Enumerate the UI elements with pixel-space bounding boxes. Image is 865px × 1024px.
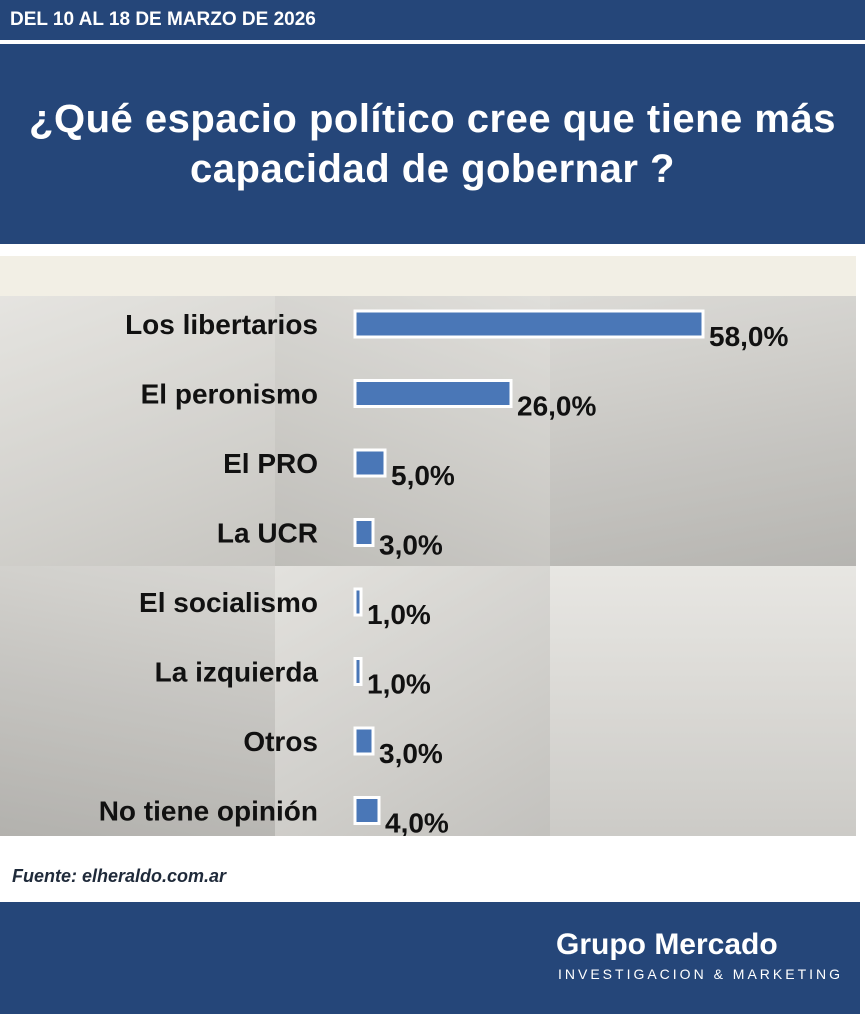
- category-label: El socialismo: [139, 587, 318, 618]
- background-photo: [275, 296, 550, 566]
- bar: [353, 379, 513, 408]
- bar: [353, 587, 363, 617]
- source-note: Fuente: elheraldo.com.ar: [12, 866, 227, 886]
- data-label: 5,0%: [391, 460, 455, 491]
- bar: [353, 726, 375, 756]
- data-label: 1,0%: [367, 599, 431, 630]
- data-label: 4,0%: [385, 808, 449, 837]
- title-banner: ¿Qué espacio político cree que tiene más…: [0, 44, 865, 244]
- category-label: No tiene opinión: [99, 796, 318, 827]
- brand-name: Grupo Mercado: [556, 928, 778, 961]
- background-photo: [550, 296, 856, 566]
- category-label: La izquierda: [155, 657, 319, 688]
- chart-area: Los libertarios 58,0% El peronismo 26,0% El …: [0, 256, 856, 836]
- background-photo: [0, 566, 275, 836]
- data-label: 3,0%: [379, 738, 443, 769]
- photo-overlay: [0, 256, 856, 836]
- bar: [353, 657, 363, 686]
- footer-banner: Grupo Mercado INVESTIGACION & MARKETING: [0, 902, 860, 1014]
- data-label: 3,0%: [379, 530, 443, 561]
- category-label: El PRO: [223, 448, 318, 479]
- data-label: 58,0%: [709, 321, 788, 352]
- bar: [353, 518, 375, 547]
- background-photo: [550, 566, 856, 836]
- category-label: El peronismo: [141, 379, 318, 410]
- brand-tagline: INVESTIGACION & MARKETING: [558, 966, 844, 982]
- data-label: 1,0%: [367, 669, 431, 700]
- category-label: Los libertarios: [125, 309, 318, 340]
- bar: [353, 309, 705, 339]
- bar: [353, 448, 387, 478]
- background-photo: [275, 566, 550, 836]
- date-range-banner: DEL 10 AL 18 DE MARZO DE 2026: [0, 0, 865, 40]
- bar-chart: Los libertarios 58,0% El peronismo 26,0% El …: [99, 309, 789, 837]
- category-label: La UCR: [217, 518, 318, 549]
- data-label: 26,0%: [517, 391, 596, 422]
- chart-title: ¿Qué espacio político cree que tiene más…: [29, 97, 836, 191]
- category-label: Otros: [243, 726, 318, 757]
- bar: [353, 796, 381, 825]
- date-range-text: DEL 10 AL 18 DE MARZO DE 2026: [10, 9, 316, 30]
- background-photo: [0, 296, 275, 566]
